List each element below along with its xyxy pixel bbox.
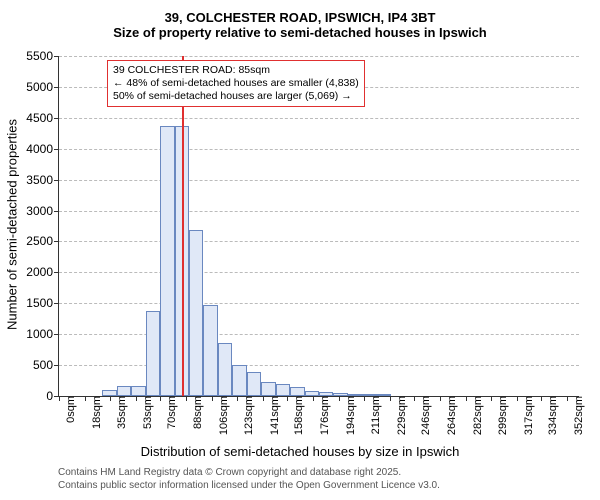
- gridline-h: [59, 241, 579, 242]
- x-tick-label: 35sqm: [114, 396, 128, 429]
- x-tick-mark: [364, 396, 365, 401]
- x-tick-label: 352sqm: [571, 396, 585, 435]
- x-tick-label: 264sqm: [444, 396, 458, 435]
- y-tick-label: 3500: [13, 173, 59, 187]
- histogram-bar: [131, 386, 145, 397]
- x-tick-label: 176sqm: [317, 396, 331, 435]
- x-tick-label: 299sqm: [495, 396, 509, 435]
- histogram-bar: [160, 126, 174, 396]
- x-tick-mark: [491, 396, 492, 401]
- x-tick-mark: [263, 396, 264, 401]
- y-tick-label: 5500: [13, 49, 59, 63]
- annotation-line2: ← 48% of semi-detached houses are smalle…: [113, 77, 359, 90]
- y-tick-label: 500: [13, 358, 59, 372]
- x-tick-label: 317sqm: [521, 396, 535, 435]
- annotation-line1: 39 COLCHESTER ROAD: 85sqm: [113, 64, 359, 77]
- y-tick-label: 0: [13, 389, 59, 403]
- x-tick-label: 70sqm: [164, 396, 178, 429]
- plot-area: 0500100015002000250030003500400045005000…: [58, 56, 579, 397]
- x-tick-label: 88sqm: [190, 396, 204, 429]
- x-tick-mark: [440, 396, 441, 401]
- x-tick-label: 211sqm: [368, 396, 382, 434]
- histogram-bar: [146, 311, 160, 396]
- gridline-h: [59, 211, 579, 212]
- x-tick-mark: [567, 396, 568, 401]
- x-tick-label: 229sqm: [394, 396, 408, 435]
- x-tick-label: 282sqm: [470, 396, 484, 435]
- x-tick-label: 123sqm: [241, 396, 255, 435]
- x-tick-mark: [59, 396, 60, 401]
- y-tick-label: 2000: [13, 265, 59, 279]
- gridline-h: [59, 365, 579, 366]
- y-tick-label: 2500: [13, 234, 59, 248]
- x-tick-mark: [414, 396, 415, 401]
- histogram-bar: [203, 305, 217, 396]
- histogram-bar: [247, 372, 261, 396]
- gridline-h: [59, 118, 579, 119]
- x-tick-mark: [541, 396, 542, 401]
- y-tick-label: 4500: [13, 111, 59, 125]
- x-tick-mark: [287, 396, 288, 401]
- x-tick-mark: [160, 396, 161, 401]
- y-tick-label: 1500: [13, 296, 59, 310]
- histogram-bar: [276, 384, 290, 396]
- gridline-h: [59, 180, 579, 181]
- histogram-bar: [189, 230, 203, 396]
- histogram-bar: [362, 394, 376, 396]
- histogram-bar: [218, 343, 232, 396]
- footer-line2: Contains public sector information licen…: [58, 480, 440, 491]
- histogram-bar: [290, 387, 304, 396]
- x-tick-label: 0sqm: [63, 396, 77, 423]
- x-tick-label: 334sqm: [545, 396, 559, 435]
- histogram-bar: [319, 392, 333, 396]
- annotation-box: 39 COLCHESTER ROAD: 85sqm← 48% of semi-d…: [107, 60, 365, 107]
- x-tick-mark: [517, 396, 518, 401]
- y-tick-label: 1000: [13, 327, 59, 341]
- x-tick-label: 246sqm: [418, 396, 432, 435]
- annotation-line3: 50% of semi-detached houses are larger (…: [113, 90, 359, 103]
- y-tick-label: 5000: [13, 80, 59, 94]
- histogram-bar: [333, 393, 347, 396]
- gridline-h: [59, 334, 579, 335]
- y-axis-label: Number of semi-detached properties: [5, 85, 20, 365]
- gridline-h: [59, 303, 579, 304]
- x-tick-mark: [390, 396, 391, 401]
- x-tick-mark: [339, 396, 340, 401]
- x-tick-mark: [466, 396, 467, 401]
- gridline-h: [59, 56, 579, 57]
- x-tick-label: 194sqm: [343, 396, 357, 435]
- histogram-bar: [232, 365, 246, 396]
- x-tick-mark: [212, 396, 213, 401]
- x-tick-mark: [186, 396, 187, 401]
- footer-attribution: Contains HM Land Registry data © Crown c…: [58, 466, 440, 492]
- x-tick-mark: [313, 396, 314, 401]
- histogram-bar: [377, 394, 391, 396]
- x-tick-label: 158sqm: [291, 396, 305, 435]
- histogram-bar: [261, 382, 275, 396]
- y-tick-label: 3000: [13, 204, 59, 218]
- histogram-bar: [348, 394, 362, 396]
- histogram-bar: [305, 391, 319, 396]
- histogram-bar: [117, 386, 131, 397]
- chart-title-sub: Size of property relative to semi-detach…: [0, 25, 600, 40]
- histogram-bar: [102, 390, 116, 396]
- x-tick-label: 106sqm: [216, 396, 230, 435]
- x-tick-mark: [110, 396, 111, 401]
- footer-line1: Contains HM Land Registry data © Crown c…: [58, 467, 401, 478]
- gridline-h: [59, 272, 579, 273]
- x-tick-label: 141sqm: [267, 396, 281, 435]
- x-tick-label: 18sqm: [89, 396, 103, 429]
- x-tick-mark: [85, 396, 86, 401]
- chart-title-main: 39, COLCHESTER ROAD, IPSWICH, IP4 3BT: [0, 0, 600, 25]
- chart-container: 39, COLCHESTER ROAD, IPSWICH, IP4 3BT Si…: [0, 0, 600, 500]
- gridline-h: [59, 149, 579, 150]
- y-tick-label: 4000: [13, 142, 59, 156]
- x-tick-label: 53sqm: [140, 396, 154, 429]
- x-axis-label: Distribution of semi-detached houses by …: [0, 444, 600, 459]
- x-tick-mark: [237, 396, 238, 401]
- x-tick-mark: [136, 396, 137, 401]
